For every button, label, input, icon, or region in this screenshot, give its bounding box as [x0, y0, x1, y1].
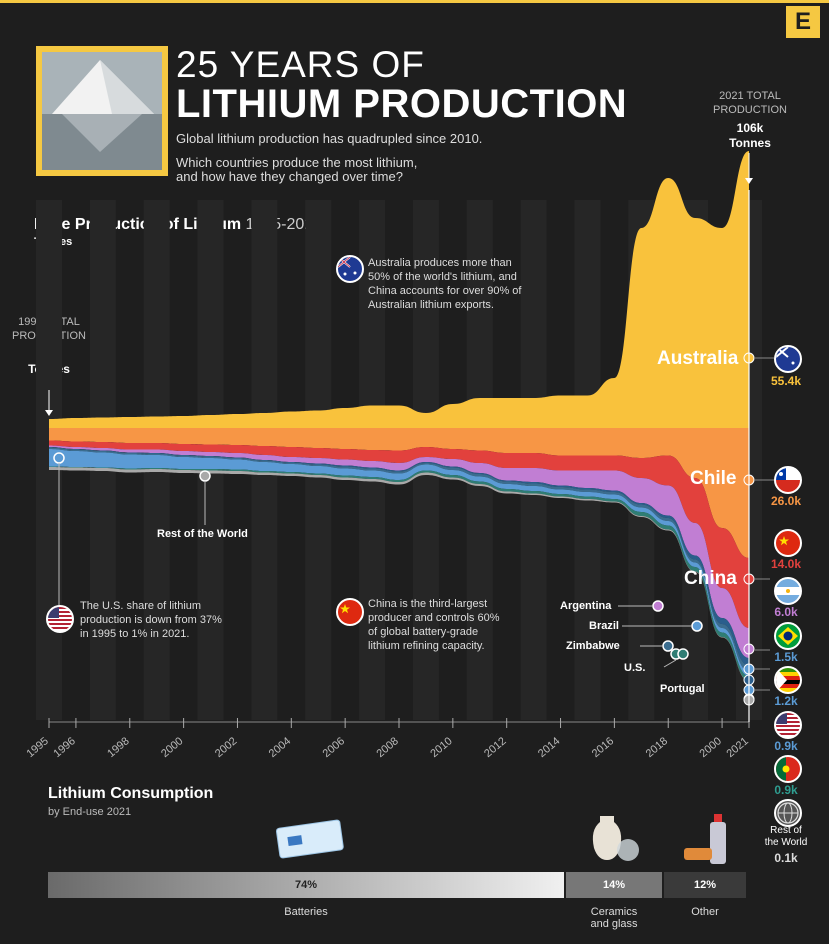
ann-cn-3: of global battery-grade [368, 626, 479, 638]
label-rest-l1: Rest of [770, 825, 802, 836]
portugal-flag-icon [774, 755, 802, 783]
consumption-title: Lithium Consumption [48, 785, 214, 802]
consumption-category-label: Ceramics and glass [590, 906, 638, 930]
ann-cn-2: producer and controls 60% [368, 612, 500, 624]
x-tick-label: 1995 [24, 735, 50, 760]
x-tick-label: 2000 [159, 735, 185, 760]
argentina-flag-icon [774, 577, 802, 605]
x-tick-label: 2016 [590, 735, 616, 760]
stream-australia [49, 151, 749, 438]
label-brazil: Brazil [589, 620, 619, 632]
label-rest-l2: the World [764, 837, 808, 848]
value-australia: 55.4k [770, 374, 802, 388]
x-tick-label: 2004 [267, 735, 293, 760]
value-us: 0.9k [774, 739, 798, 753]
series-marker [652, 600, 664, 612]
x-tick-label: 2006 [321, 735, 347, 760]
x-tick-label: 2012 [482, 735, 508, 760]
salt-pile-image [36, 46, 168, 176]
battery-icon [275, 819, 344, 859]
x-tick-label: 2002 [213, 735, 239, 760]
label-argentina: Argentina [560, 600, 612, 612]
value-rest: 0.1k [774, 851, 798, 865]
series-marker [199, 470, 211, 482]
page-title-line2: LITHIUM PRODUCTION [176, 82, 628, 126]
value-chile: 26.0k [770, 494, 802, 508]
ann-us-3: in 1995 to 1% in 2021. [80, 628, 190, 640]
consumption-subtitle: by End-use 2021 [48, 806, 132, 818]
label-chile: Chile [690, 468, 737, 489]
series-marker [677, 648, 689, 660]
spray-can-icon [684, 814, 726, 864]
end-total-value: 106k [736, 121, 764, 135]
stream-chile [49, 428, 749, 558]
page-title-line1: 25 YEARS OF [176, 44, 425, 85]
china-end-flag-icon [774, 529, 802, 557]
ann-au-1: Australia produces more than [368, 257, 512, 269]
label-leader [663, 659, 677, 668]
subtitle-2b: and how have they changed over time? [176, 169, 403, 184]
x-tick-label: 2000 [698, 735, 724, 760]
us-end-flag-icon [774, 711, 802, 739]
ann-us-2: production is down from 37% [80, 614, 222, 626]
us-annotation: The U.S. share of lithium production is … [80, 599, 222, 641]
x-tick-label: 2010 [428, 735, 454, 760]
consumption-bar-1: 74% [48, 872, 564, 898]
ann-cn-1: China is the third-largest [368, 598, 488, 610]
brand-logo: E [786, 6, 820, 38]
value-zimbabwe: 1.2k [774, 694, 798, 708]
consumption-category-label: Other [691, 906, 719, 918]
ceramics-icon [592, 816, 639, 861]
label-zimbabwe: Zimbabwe [566, 640, 620, 652]
china-annotation: China is the third-largest producer and … [368, 597, 499, 653]
subtitle-2a: Which countries produce the most lithium… [176, 155, 418, 170]
subtitle-1: Global lithium production has quadrupled… [176, 131, 483, 146]
label-portugal: Portugal [660, 683, 705, 695]
ann-cn-4: lithium refining capacity. [368, 640, 485, 652]
ann-au-4: Australian lithium exports. [368, 299, 494, 311]
x-tick-label: 2018 [644, 735, 670, 760]
consumption-category-label: Batteries [284, 906, 328, 918]
x-tick-label: 2014 [536, 735, 562, 760]
chile-flag-icon [774, 466, 802, 494]
ann-au-2: 50% of the world's lithium, and [368, 271, 517, 283]
x-tick-label: 1998 [105, 735, 131, 760]
x-tick-label: 1996 [51, 735, 77, 760]
top-accent-line [0, 0, 829, 3]
value-argentina: 6.0k [774, 605, 798, 619]
label-china: China [684, 568, 737, 589]
value-china: 14.0k [770, 557, 802, 571]
x-tick-label: 2008 [374, 735, 400, 760]
ann-au-3: China accounts for over 90% of [368, 285, 522, 297]
end-total-l2: PRODUCTION [713, 104, 787, 116]
us-flag-icon [46, 605, 74, 633]
end-total-unit: Tonnes [729, 136, 771, 150]
zimbabwe-flag-icon [774, 666, 802, 694]
australia-end-flag-icon [774, 345, 802, 373]
series-marker [662, 640, 674, 652]
series-marker [53, 452, 65, 464]
consumption-bar-2: 14% [566, 872, 662, 898]
ann-us-1: The U.S. share of lithium [80, 600, 202, 612]
brazil-flag-icon [774, 622, 802, 650]
value-portugal: 0.9k [774, 783, 798, 797]
label-australia: Australia [657, 348, 739, 369]
label-rest-of-world: Rest of the World [157, 528, 248, 540]
series-marker [691, 620, 703, 632]
consumption-bar-3: 12% [664, 872, 746, 898]
australia-flag-icon [336, 255, 364, 283]
globe-icon [774, 799, 802, 827]
chart-title-main: Mine Production of Lithium [34, 216, 242, 233]
end-total-l1: 2021 TOTAL [719, 90, 781, 102]
australia-annotation: Australia produces more than 50% of the … [368, 256, 521, 312]
label-us: U.S. [624, 662, 646, 674]
x-tick-label: 2021 [724, 735, 750, 760]
value-brazil: 1.5k [774, 650, 798, 664]
china-flag-icon [336, 598, 364, 626]
